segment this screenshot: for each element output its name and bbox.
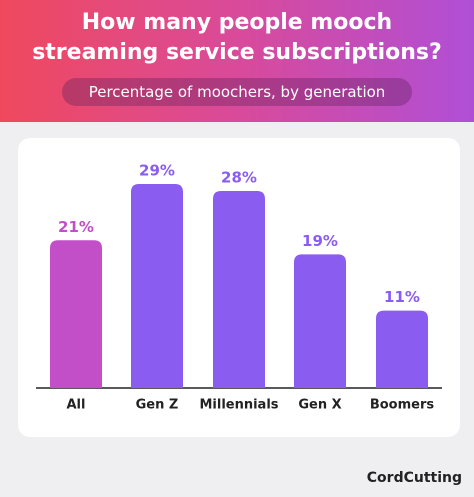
value-label: 28% (221, 169, 257, 187)
value-label: 11% (384, 288, 420, 306)
bar (50, 240, 102, 388)
bar (294, 254, 346, 388)
bar (131, 184, 183, 388)
bar (213, 191, 265, 388)
chart-subtitle: Percentage of moochers, by generation (62, 78, 412, 106)
value-label: 21% (58, 218, 94, 236)
x-tick-label: Gen X (298, 398, 341, 413)
value-label: 29% (139, 162, 175, 180)
x-tick-label: Boomers (370, 398, 435, 413)
x-tick-label: All (67, 398, 86, 413)
logo: CordCutting (367, 470, 462, 486)
header (0, 0, 474, 122)
x-tick-label: Millennials (199, 398, 278, 413)
bar (376, 310, 428, 388)
x-tick-label: Gen Z (136, 398, 179, 413)
value-label: 19% (302, 232, 338, 250)
chart-title: How many people mooch streaming service … (32, 10, 442, 65)
